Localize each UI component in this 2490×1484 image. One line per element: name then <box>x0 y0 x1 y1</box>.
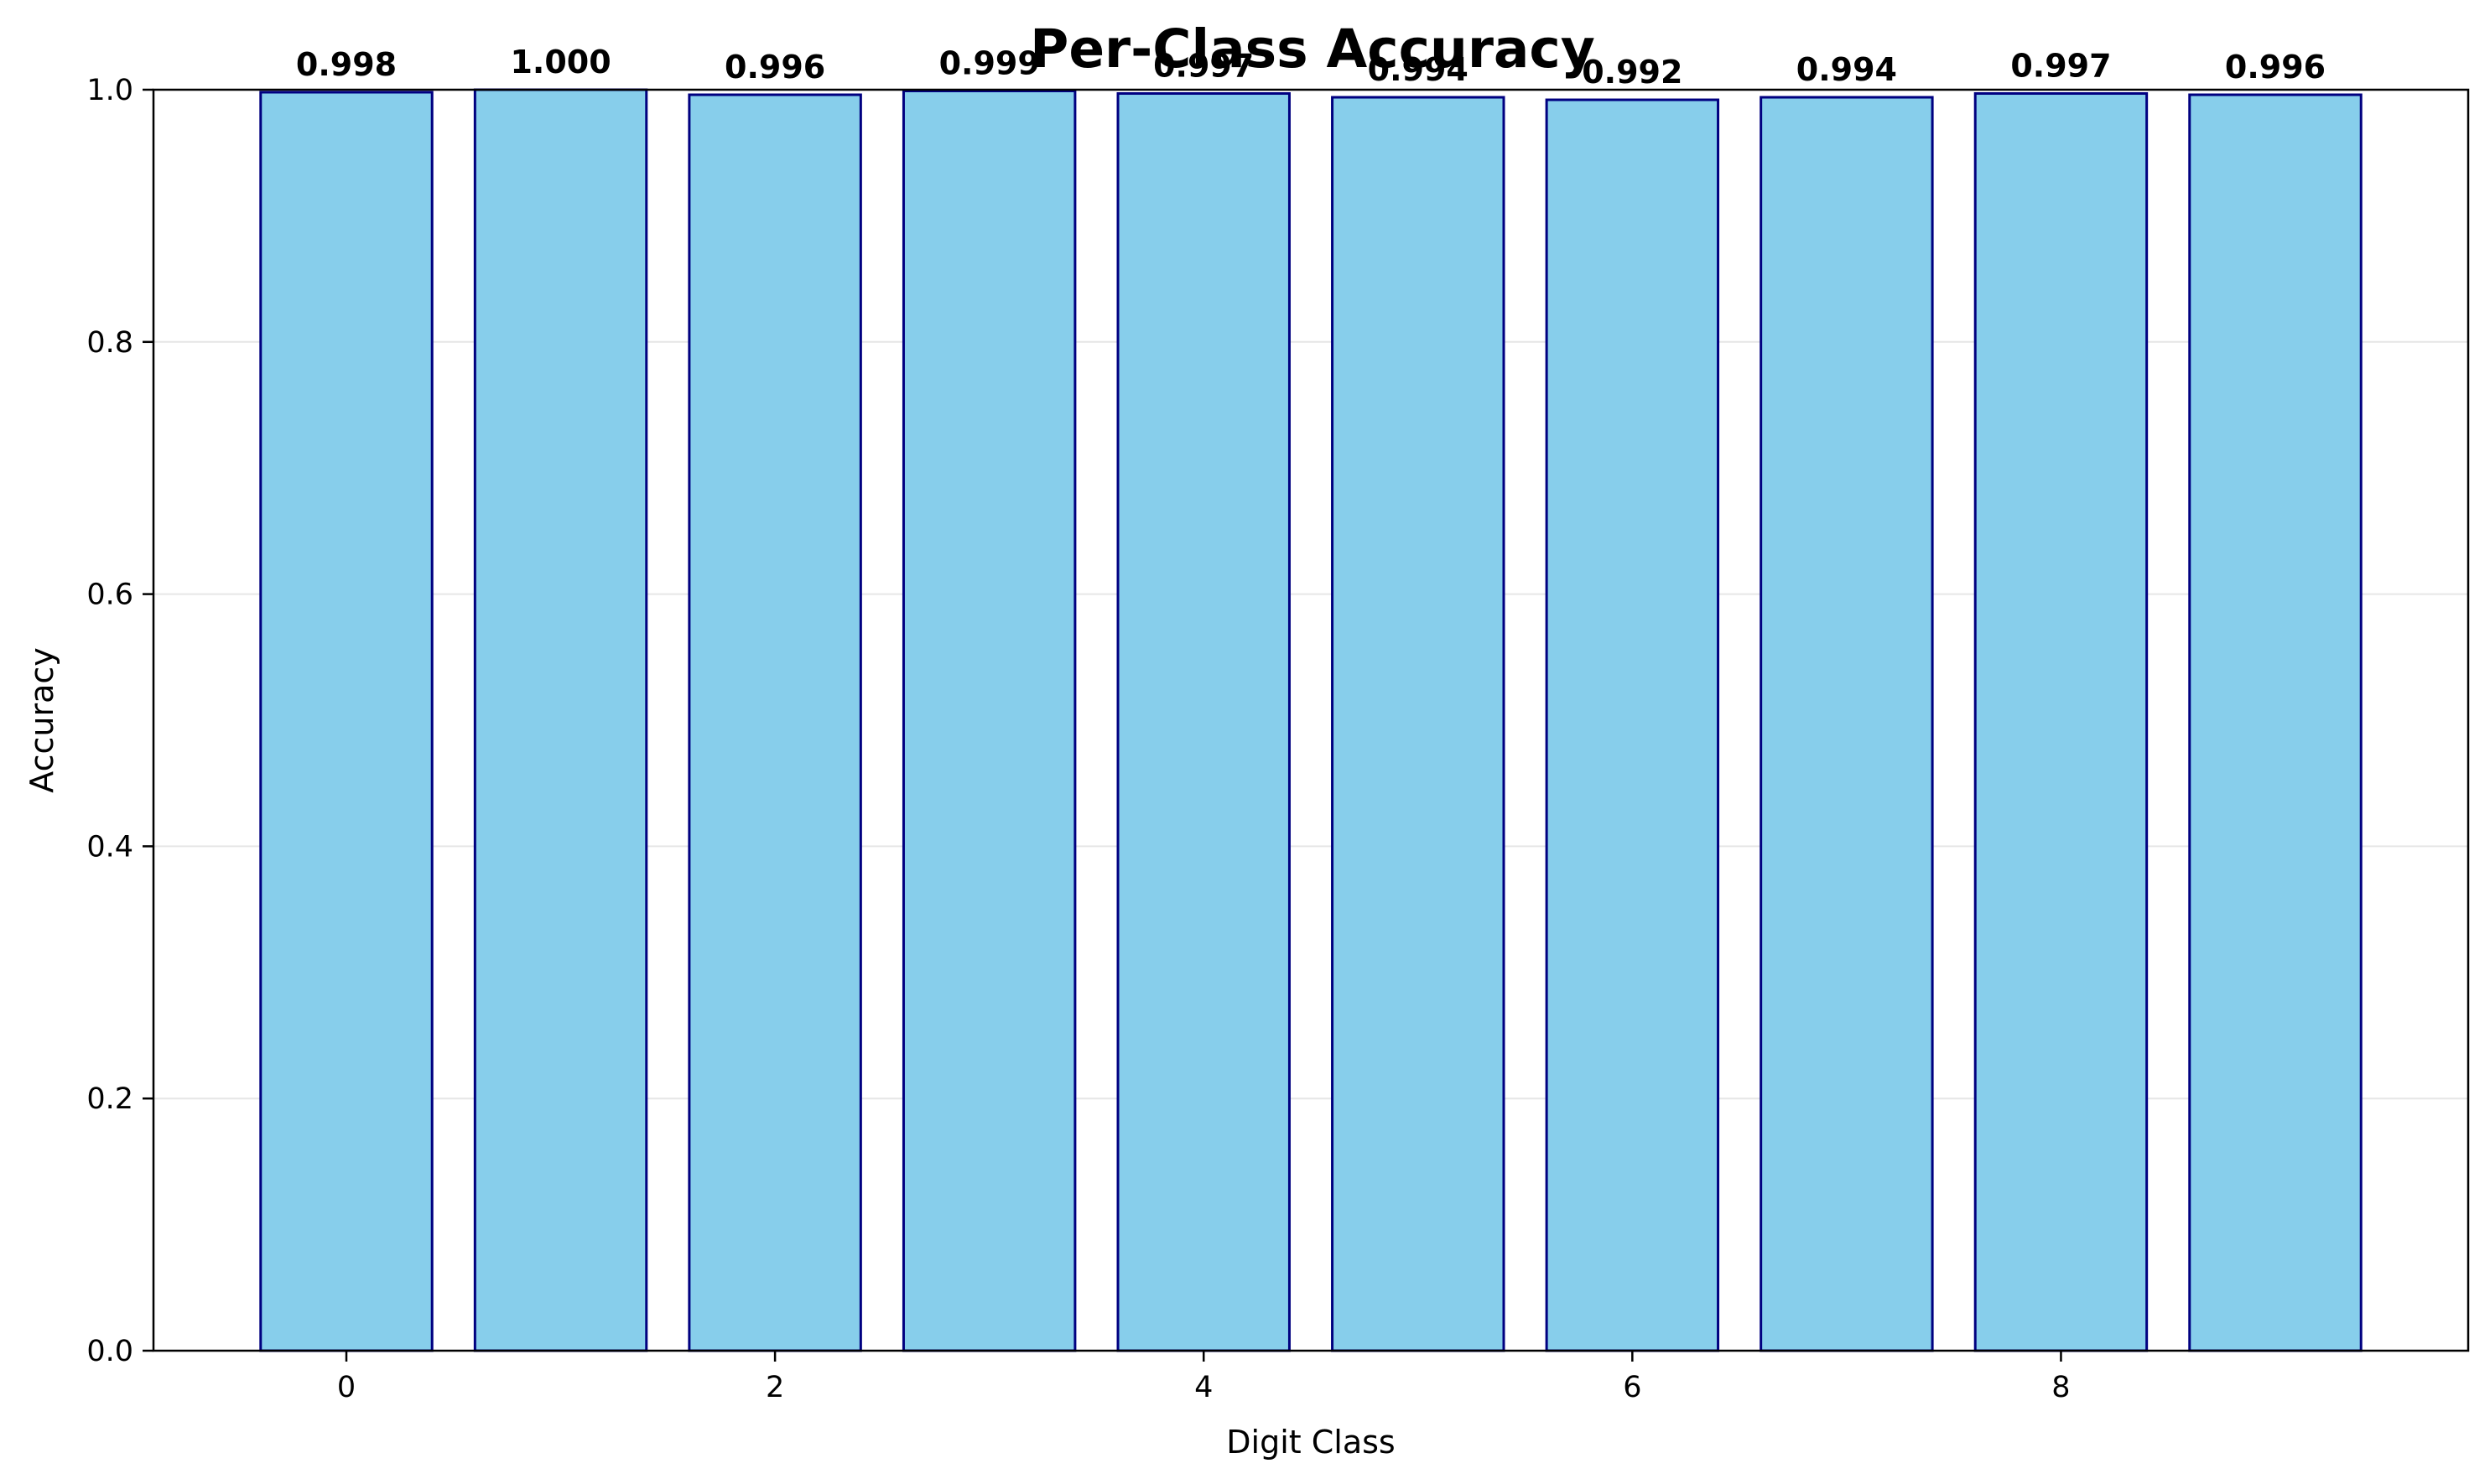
bar-class-9 <box>2188 93 2363 1352</box>
x-tick-label: 2 <box>766 1371 784 1404</box>
y-tick-label: 1.0 <box>86 74 133 107</box>
bar-class-7 <box>1760 96 1934 1352</box>
axes-frame <box>152 88 2470 1352</box>
data-label-class-1: 1.000 <box>510 44 611 80</box>
bars <box>259 88 2363 1352</box>
bar-class-2 <box>688 93 862 1352</box>
x-axis-label: Digit Class <box>1226 1424 1395 1461</box>
data-label-class-0: 0.998 <box>296 46 397 83</box>
bar-class-3 <box>902 90 1077 1352</box>
chart-title: Per-Class Accuracy <box>1030 18 1595 80</box>
y-axis-label: Accuracy <box>23 647 60 793</box>
data-label-class-3: 0.999 <box>939 45 1040 82</box>
data-label-class-2: 0.996 <box>725 49 825 86</box>
ticks: 0 2 4 6 8 0.0 0.2 0.4 0.6 0.8 1.0 <box>86 74 2070 1404</box>
y-tick-label: 0.2 <box>86 1082 133 1116</box>
y-tick-label: 0.6 <box>86 579 133 612</box>
bar-class-5 <box>1331 96 1505 1352</box>
x-tick-label: 0 <box>337 1371 356 1404</box>
data-label-class-5: 0.994 <box>1368 51 1469 88</box>
data-label-class-8: 0.997 <box>2010 48 2111 85</box>
data-labels: 0.998 1.000 0.996 0.999 0.997 0.994 0.992 0.994… <box>296 44 2326 91</box>
x-tick-label: 6 <box>1623 1371 1641 1404</box>
bar-class-0 <box>259 91 434 1352</box>
y-tick-label: 0.0 <box>86 1335 133 1368</box>
x-tick-label: 8 <box>2051 1371 2070 1404</box>
bar-class-8 <box>1973 92 2149 1352</box>
data-label-class-6: 0.992 <box>1582 54 1682 91</box>
x-tick-label: 4 <box>1194 1371 1213 1404</box>
axes <box>152 88 2470 1352</box>
bar-class-6 <box>1545 98 1720 1352</box>
data-label-class-7: 0.994 <box>1796 51 1897 88</box>
y-tick-label: 0.8 <box>86 326 133 360</box>
bar-class-4 <box>1116 92 1291 1352</box>
data-label-class-4: 0.997 <box>1153 48 1254 85</box>
bar-class-1 <box>473 88 648 1352</box>
data-label-class-9: 0.996 <box>2225 49 2326 86</box>
y-tick-label: 0.4 <box>86 830 133 864</box>
